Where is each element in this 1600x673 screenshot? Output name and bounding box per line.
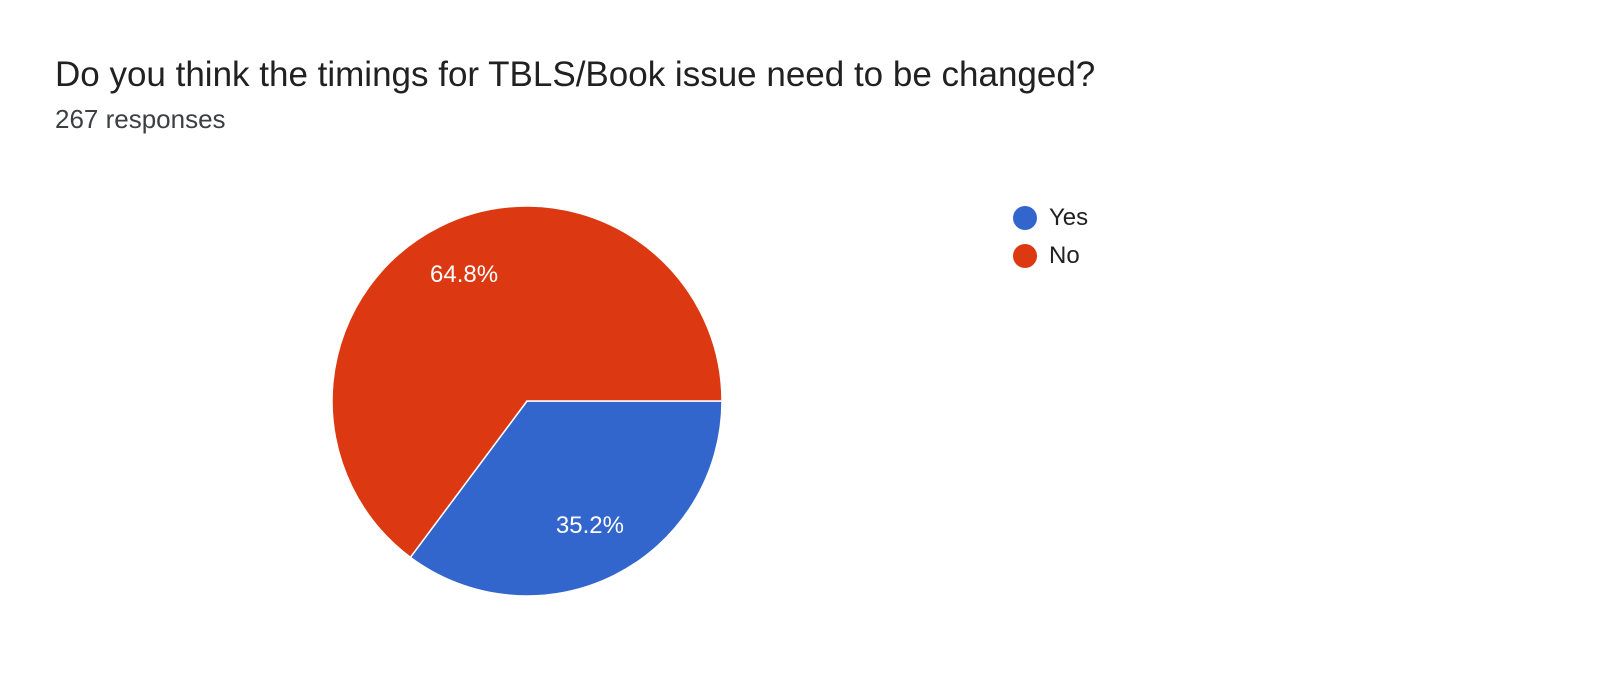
svg-text:64.8%: 64.8% bbox=[430, 261, 498, 288]
svg-text:35.2%: 35.2% bbox=[556, 512, 624, 539]
